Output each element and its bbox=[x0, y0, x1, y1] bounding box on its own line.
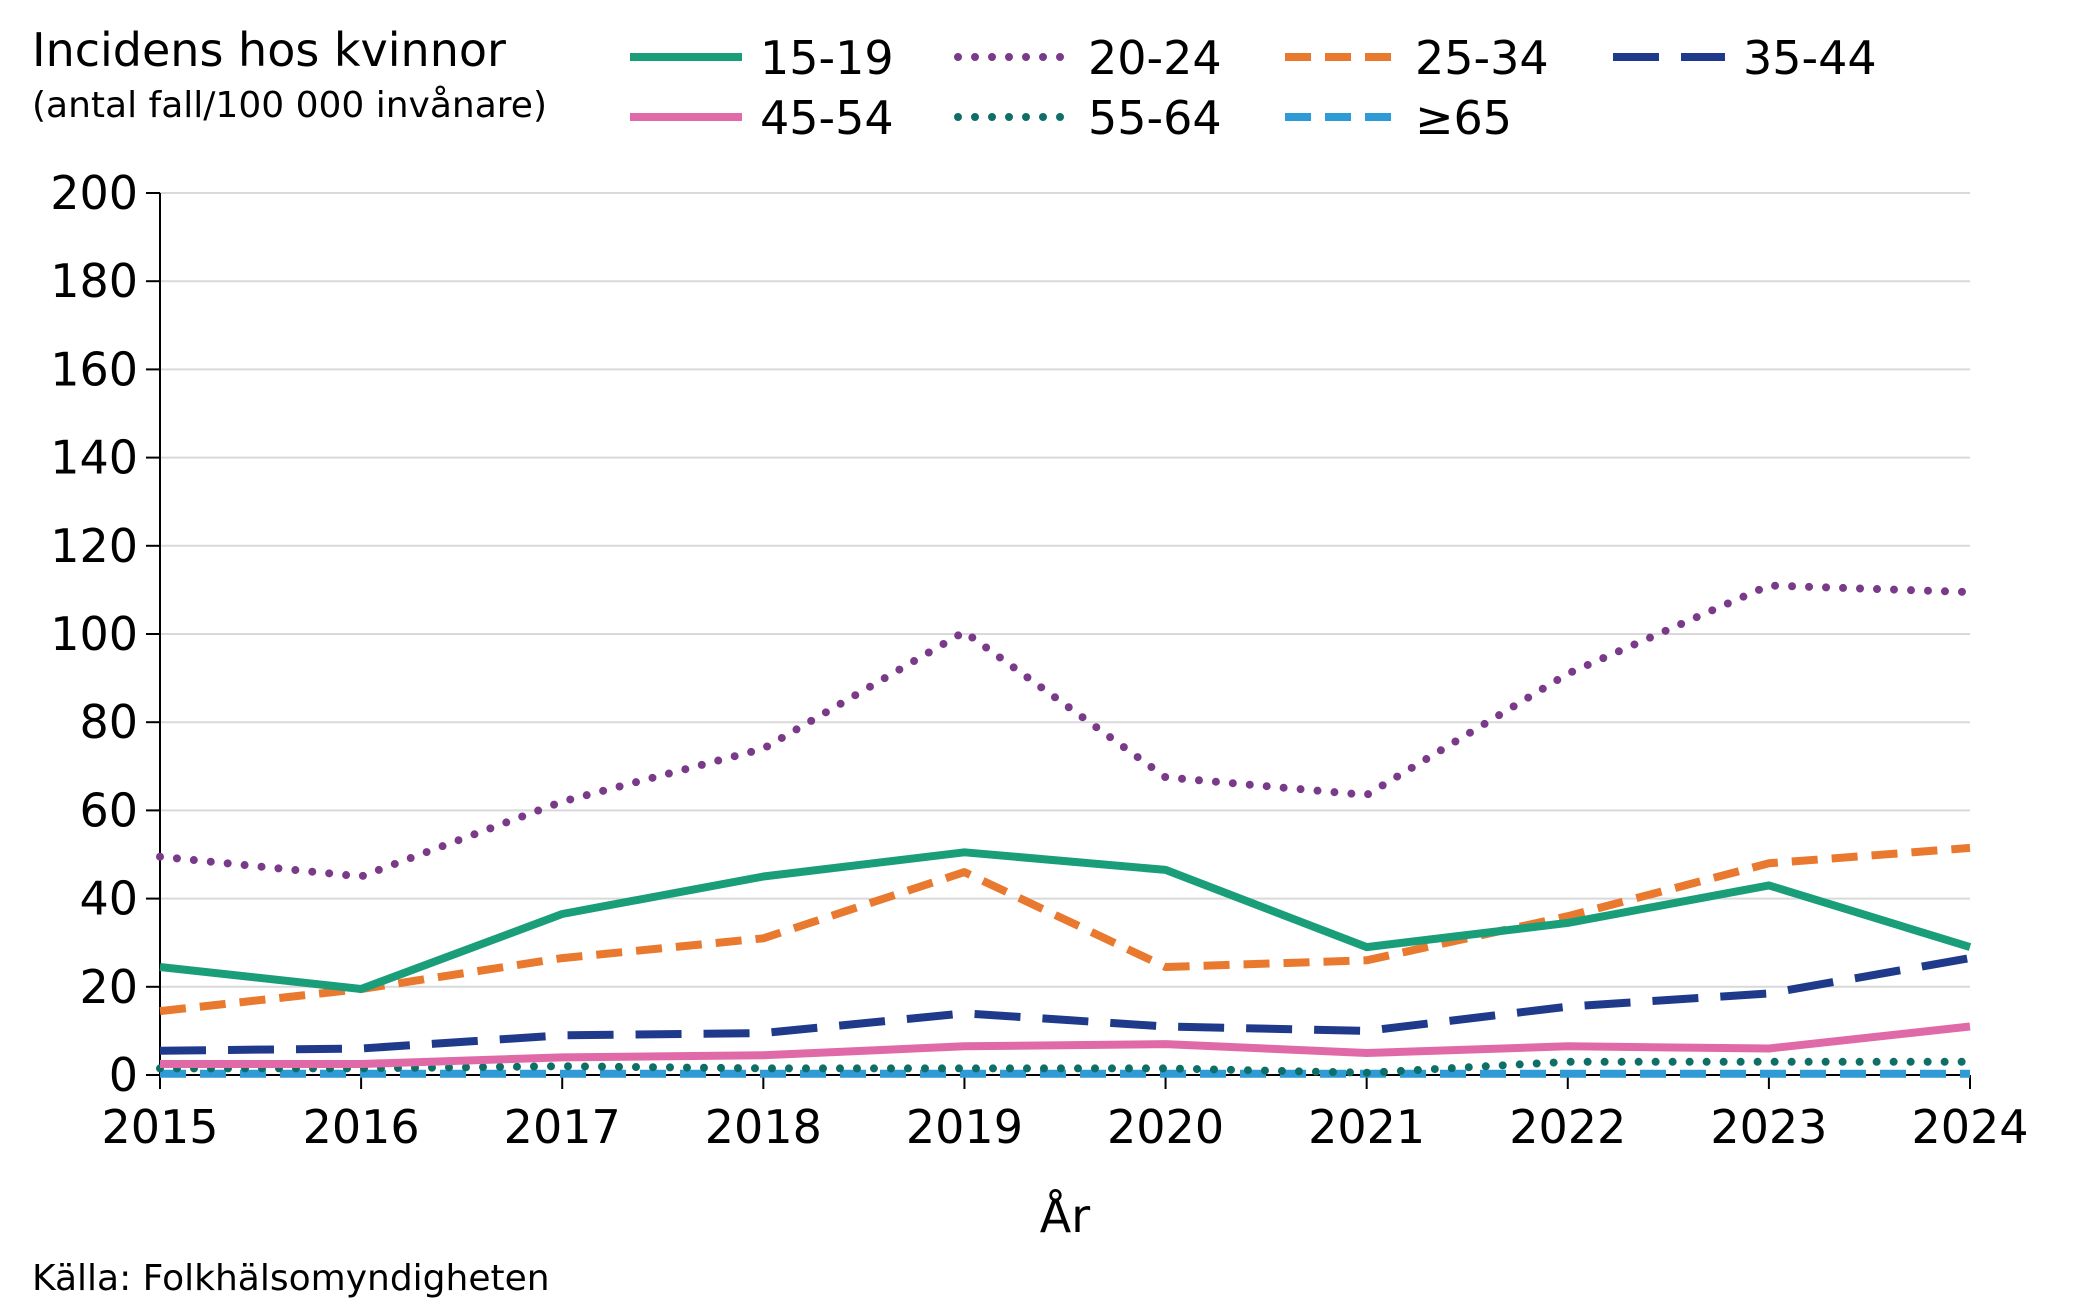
series-line-25-34 bbox=[159, 843, 1971, 1016]
gridlines bbox=[160, 192, 1970, 988]
x-tick-label: 2020 bbox=[1107, 1100, 1224, 1154]
legend-label: 15-19 bbox=[760, 31, 894, 85]
x-tick-label: 2021 bbox=[1308, 1100, 1425, 1154]
y-tick-label: 200 bbox=[50, 166, 138, 220]
y-tick-label: 100 bbox=[50, 607, 138, 661]
legend-label: 45-54 bbox=[760, 91, 894, 145]
legend-label: 35-44 bbox=[1743, 31, 1877, 85]
series-lines bbox=[156, 581, 1974, 1078]
x-tick-label: 2015 bbox=[101, 1100, 218, 1154]
x-tick-label: 2017 bbox=[504, 1100, 621, 1154]
y-tick-label: 160 bbox=[50, 342, 138, 396]
x-tick-label: 2019 bbox=[906, 1100, 1023, 1154]
series-line-45-54 bbox=[160, 1022, 1971, 1068]
x-tick-label: 2018 bbox=[705, 1100, 822, 1154]
y-tick-label: 60 bbox=[79, 783, 138, 837]
chart-title: Incidens hos kvinnor bbox=[32, 23, 506, 77]
legend-label: 20-24 bbox=[1088, 31, 1222, 85]
y-tick-label: 80 bbox=[79, 695, 138, 749]
legend-label: 55-64 bbox=[1088, 91, 1222, 145]
y-tick-label: 0 bbox=[109, 1048, 138, 1102]
x-tick-label: 2022 bbox=[1509, 1100, 1626, 1154]
y-tick-label: 120 bbox=[50, 519, 138, 573]
legend-label: ≥65 bbox=[1415, 91, 1512, 145]
series-line-15-19 bbox=[159, 848, 1972, 993]
y-tick-label: 20 bbox=[79, 960, 138, 1014]
series-line-35-44 bbox=[159, 954, 1971, 1055]
x-axis-title: År bbox=[1040, 1189, 1090, 1243]
legend-label: 25-34 bbox=[1415, 31, 1549, 85]
x-tick-label: 2024 bbox=[1911, 1100, 2028, 1154]
y-tick-label: 140 bbox=[50, 431, 138, 485]
series-line-20-24 bbox=[156, 581, 1974, 881]
axes: 0 20 40 60 80 100 120 140 160 180 200 2015 2016 2017 2… bbox=[50, 166, 2028, 1154]
legend: 15-19 20-24 25-34 35-44 45-54 55-64 ≥65 bbox=[630, 31, 1877, 145]
y-tick-label: 180 bbox=[50, 254, 138, 308]
x-tick-label: 2016 bbox=[303, 1100, 420, 1154]
x-tick-label: 2023 bbox=[1710, 1100, 1827, 1154]
chart-subtitle: (antal fall/100 000 invånare) bbox=[32, 85, 547, 126]
y-tick-label: 40 bbox=[79, 872, 138, 926]
source-note: Källa: Folkhälsomyndigheten bbox=[32, 1258, 550, 1299]
